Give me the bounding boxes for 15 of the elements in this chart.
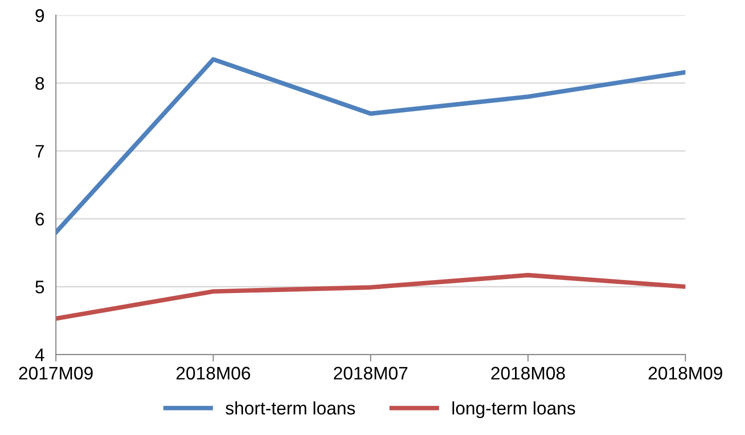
- y-tick-label: 7: [36, 145, 44, 158]
- x-tick-label: 2018M06: [176, 366, 250, 380]
- legend-label: short-term loans: [226, 401, 355, 415]
- y-tick-label: 6: [36, 212, 44, 226]
- x-tick-label: 2018M07: [334, 366, 408, 380]
- y-tick-label: 8: [36, 77, 44, 90]
- y-tick-label: 9: [36, 9, 44, 22]
- line-series: [56, 272, 686, 321]
- line-series: [56, 57, 686, 235]
- legend-label: long-term loans: [452, 401, 576, 418]
- y-tick-label: 5: [35, 280, 44, 294]
- x-tick-label: 2017M09: [19, 366, 93, 380]
- x-tick-label: 2018M08: [491, 366, 565, 380]
- x-tick-label: 2018M09: [648, 366, 722, 380]
- y-tick-label: 4: [35, 348, 44, 362]
